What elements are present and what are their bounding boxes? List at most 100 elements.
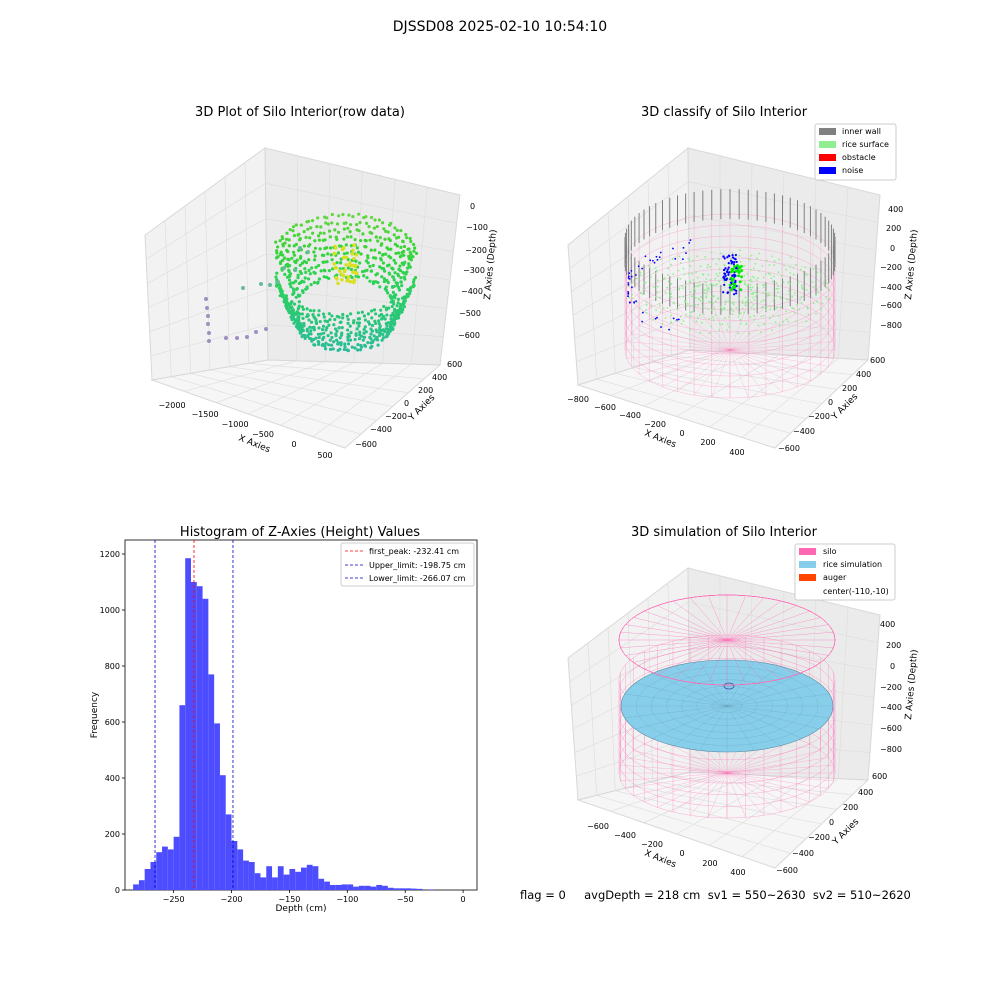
rice-surface-point [718,272,721,274]
raw-point [283,241,287,245]
raw-point [346,328,350,332]
raw-point [373,218,377,222]
raw-point [292,234,297,238]
rice-surface-point [799,268,802,271]
rice-mesh-line [651,673,728,707]
rice-surface-point [753,314,755,317]
noise-point [649,259,652,262]
raw-point [386,291,390,295]
rice-surface-point [645,300,648,303]
rice-surface-point [800,284,803,287]
raw-point [392,302,396,306]
rice-surface-point [705,296,708,299]
silo-spoke [726,757,829,774]
raw-point [399,276,403,280]
rice-surface-point [676,308,679,311]
sim-ytick: 400 [858,788,873,797]
raw-point [384,322,388,326]
noise-point [723,272,726,275]
silo-spoke [726,639,765,683]
silo-spoke [657,605,728,641]
rice-surface-point [731,251,734,254]
rice-surface-point [678,304,680,307]
raw-point [317,238,322,242]
raw-ytick: 200 [418,386,433,395]
sim-ytick: −600 [776,866,798,875]
raw-point [396,272,400,276]
noise-point [722,291,725,294]
raw-point [371,281,375,286]
raw-point [328,235,332,239]
rice-mesh-line [651,705,728,739]
rice-surface-point [812,267,815,270]
cls-ytick: 200 [842,384,857,393]
raw-point [376,239,380,243]
raw-point [377,218,381,222]
rice-surface-point [661,323,664,325]
raw-point [349,312,353,316]
raw-point [307,258,311,262]
raw-point [292,289,296,293]
raw-point [338,336,342,340]
raw-point [395,244,400,248]
raw-point [328,347,333,352]
rice-surface-point [744,283,747,286]
raw-point [384,308,389,312]
rice-surface-point [728,283,732,287]
noise-point [735,260,738,264]
raw-point [326,334,330,338]
raw-point [362,314,367,318]
rice-surface-point [708,318,711,320]
raw-point [321,324,326,328]
raw-point [339,333,344,337]
raw-point [348,229,352,234]
rice-surface-point [689,281,692,284]
rice-surface-point [689,304,692,307]
silo-spoke [689,639,728,683]
rice-surface-point [785,268,787,271]
rice-surface-point [724,303,726,306]
rice-surface-point [765,291,767,293]
noise-point [733,261,736,264]
raw-z-ticks: 0 −100 −200 −300 −400 −500 −600 [458,202,488,340]
raw-point [275,271,279,275]
silo-spoke [726,743,810,774]
rice-mesh-line [726,705,781,746]
silo-spoke [708,772,728,818]
rice-surface-point [791,295,794,298]
raw-point [305,315,309,319]
raw-point [302,244,306,248]
raw-point [370,323,375,328]
rice-surface-point [736,263,739,267]
cls-ytick: −600 [778,444,800,453]
raw-point [409,252,413,256]
raw-point [312,280,317,285]
raw-point [397,251,401,255]
rice-mesh-line [726,705,819,730]
sim-ztick: 0 [890,662,895,671]
rice-surface-point [695,320,698,323]
silo-spoke [729,349,834,359]
histogram-ytick-label: 600 [105,718,120,727]
rice-surface-point [655,269,658,272]
rice-surface-point [792,307,795,310]
raw-point [363,343,367,347]
rice-surface-point [709,332,711,334]
raw-point [348,261,352,265]
raw-point [356,348,360,352]
rice-surface-point [788,293,791,295]
histogram-bar [179,705,186,890]
rice-surface-point [739,260,742,263]
cls-xtick: −400 [619,411,641,420]
raw-point [369,341,373,345]
raw-point [392,278,396,282]
rice-surface-point [655,309,657,312]
rice-surface-point [780,306,783,308]
silo-ring [624,257,836,355]
rice-surface-point [733,303,735,306]
legend-swatch-inner-wall [819,128,836,135]
rice-surface-point [733,283,737,286]
cls-ytick: 0 [828,398,833,407]
rice-surface-point [739,318,742,321]
histogram-bar [301,867,307,890]
